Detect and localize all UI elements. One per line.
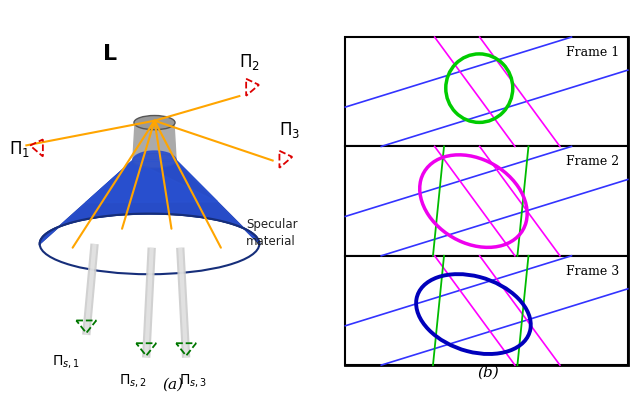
Text: Specular
material: Specular material [246, 218, 298, 248]
Polygon shape [40, 151, 259, 244]
Text: (b): (b) [477, 365, 499, 379]
Ellipse shape [133, 153, 176, 168]
Bar [346, 146, 628, 256]
Polygon shape [40, 161, 259, 244]
Text: $\Pi_2$: $\Pi_2$ [239, 52, 260, 72]
Text: $\Pi_{s,1}$: $\Pi_{s,1}$ [52, 353, 80, 370]
Text: (a): (a) [162, 378, 184, 392]
Text: $\Pi_3$: $\Pi_3$ [279, 120, 300, 140]
Text: Frame 1: Frame 1 [566, 46, 619, 59]
Bar [346, 256, 628, 365]
Text: Frame 3: Frame 3 [566, 265, 619, 278]
Polygon shape [86, 161, 218, 203]
Text: $\mathbf{L}$: $\mathbf{L}$ [102, 43, 117, 66]
Text: $\Pi_1$: $\Pi_1$ [9, 139, 30, 159]
Polygon shape [133, 123, 176, 161]
Text: Frame 2: Frame 2 [566, 155, 619, 169]
Text: $\Pi_{s,2}$: $\Pi_{s,2}$ [119, 372, 147, 389]
Text: $\Pi_{s,3}$: $\Pi_{s,3}$ [179, 372, 207, 389]
Bar [346, 37, 628, 146]
Ellipse shape [134, 115, 175, 130]
